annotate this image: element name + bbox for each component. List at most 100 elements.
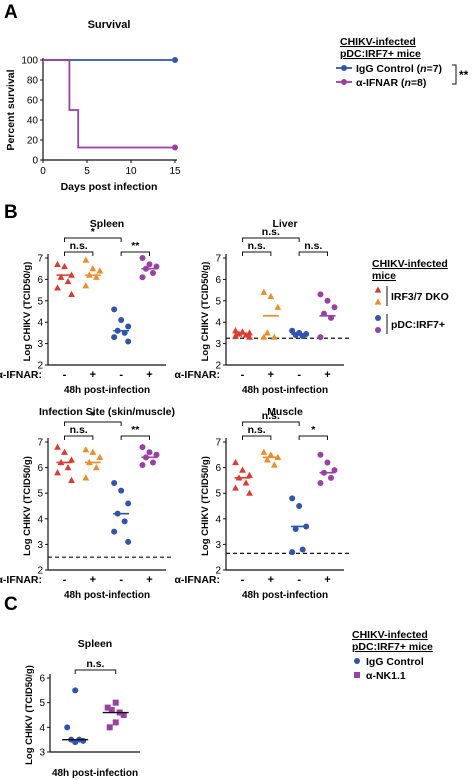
- panel-b-spleen-significance-label: *: [91, 226, 96, 238]
- panel-b-muscle-group1-point: [246, 471, 253, 478]
- panel-b-spleen-y-tick-label: 3: [37, 339, 43, 350]
- panel-c-group1-point: [72, 739, 79, 746]
- panel-c-ylabel: Log CHIKV (TCID50/g): [24, 665, 35, 765]
- panel-c-group1-point: [80, 737, 87, 744]
- panel-a-y-tick-label: 80: [27, 76, 39, 87]
- panel-b-liver-y-tick-label: 4: [215, 318, 221, 329]
- panel-a-y-tick-label: 20: [27, 136, 39, 147]
- panel-b-muscle-significance-label: n.s.: [262, 410, 280, 422]
- panel-b-spleen-group4-point: [146, 261, 153, 268]
- panel-b-muscle-x-tick-label: +: [324, 574, 330, 586]
- panel-a-legend-label-2: α-IFNAR (n=8): [356, 77, 426, 89]
- panel-b-muscle-group4-point: [324, 459, 331, 466]
- panel-a-legend: CHIKV-infected pDC:IRF7+ mice IgG Contro…: [336, 36, 469, 89]
- panel-b-spleen-group1-point: [64, 277, 72, 285]
- panel-c-legend-label-2: α-NK1.1: [366, 670, 406, 682]
- panel-b-liver-y-tick-label: 7: [215, 254, 221, 265]
- panel-b-spleen-treatment-label: α-IFNAR:: [0, 369, 42, 381]
- panel-b-liver-group2-point: [263, 329, 271, 336]
- panel-b-infection-site-ylabel: Log CHIKV (TCID50/g): [22, 456, 33, 556]
- panel-b-infection-site-group1-point: [64, 464, 72, 471]
- panel-b-liver-x-tick-label: +: [324, 369, 330, 381]
- panel-a-legend-marker-1: [341, 65, 347, 71]
- panel-b-spleen-group1-point: [54, 284, 61, 291]
- panel-b-infection-site-x-tick-label: +: [90, 574, 96, 586]
- panel-b-infection-site-treatment-label: α-IFNAR:: [0, 574, 42, 586]
- panel-b-spleen-significance-label: n.s.: [70, 240, 88, 252]
- panel-a-y-tick-label: 0: [32, 156, 38, 167]
- panel-b-infection-site-y-tick-label: 3: [37, 540, 43, 551]
- panel-b-infection-site-significance-label: n.s.: [70, 424, 88, 436]
- panel-b-muscle-group3-point: [296, 503, 303, 509]
- panel-b-muscle-y-tick-label: 2: [215, 566, 221, 577]
- panel-b-spleen-group4-point: [149, 269, 156, 276]
- panel-b-spleen-group2-point: [82, 256, 90, 263]
- panel-a-legend-marker-2: [341, 79, 347, 85]
- panel-b-liver-y-tick-label: 6: [215, 275, 221, 286]
- panel-b-muscle-y-tick-label: 3: [215, 540, 221, 551]
- panel-b-infection-site-group4-point: [146, 449, 153, 456]
- panel-a-x-tick-label: 10: [125, 166, 137, 177]
- panel-b-spleen-x-tick-label: +: [146, 369, 152, 381]
- panel-b-liver-group2-point: [270, 333, 278, 340]
- panel-a-series-line-2: [43, 59, 175, 149]
- panel-letter-c: C: [4, 594, 18, 615]
- panel-b-muscle-significance-bracket: [298, 435, 328, 440]
- panel-b-liver-group1-point: [239, 328, 246, 335]
- panel-b-spleen-group1-point: [54, 260, 61, 268]
- panel-b-spleen-y-tick-label: 4: [37, 318, 43, 329]
- panel-b-spleen-y-tick-label: 5: [37, 296, 43, 307]
- panel-b-liver-significance-label: n.s.: [304, 240, 322, 252]
- panel-b-spleen-group1-point: [57, 273, 65, 280]
- panel-b-spleen-group1-point: [61, 262, 68, 270]
- panel-b-spleen-x-tick-label: -: [63, 369, 67, 381]
- panel-c-group2-point: [106, 724, 113, 731]
- panel-b-spleen-group3-point: [111, 334, 118, 341]
- panel-b-muscle-group1-point: [232, 458, 239, 466]
- panel-b-liver-group4-point: [331, 304, 338, 311]
- panel-c-legend-marker-2: [354, 672, 360, 678]
- panel-b-spleen-title: Spleen: [90, 218, 124, 230]
- panel-b-muscle-group1-point: [239, 466, 246, 473]
- panel-b-liver-group1-point: [232, 332, 239, 339]
- panel-b-infection-site-group3-point: [125, 538, 132, 545]
- panel-b-infection-site-significance-bracket: [120, 435, 150, 440]
- panel-b-liver-group1-point: [246, 333, 253, 340]
- panel-b-spleen-group3-point: [118, 317, 125, 324]
- panel-c-y-tick-label: 6: [39, 674, 45, 685]
- panel-a-x-tick-label: 0: [40, 166, 46, 177]
- panel-a-series-endpoint-1: [172, 57, 178, 63]
- panel-b-spleen-group4-point: [139, 255, 146, 261]
- panel-b-infection-site-y-tick-label: 7: [37, 438, 43, 449]
- panel-b-infection-site-group1-point: [54, 469, 61, 476]
- panel-c-y-tick-label: 4: [39, 723, 45, 734]
- panel-b-legend-marker-treated-1: [374, 298, 382, 305]
- panel-a-title: Survival: [88, 19, 131, 31]
- panel-b-liver-x-tick-label: +: [268, 369, 274, 381]
- panel-b-muscle-group4-point: [331, 467, 338, 474]
- panel-b-spleen-group2-point: [82, 282, 90, 289]
- panel-b-infection-site-significance-bracket: [64, 435, 94, 440]
- panel-b-muscle-chart: Muscle 2 3 4 5 6 7 Log CHIKV (TCID50/g) - + - + α-IF…: [174, 406, 350, 601]
- panel-c-group2-point: [120, 712, 127, 718]
- panel-b-muscle-group2-point: [263, 456, 271, 463]
- panel-b-spleen-x-tick-label: -: [119, 369, 123, 381]
- panel-c-group2-point: [104, 704, 111, 711]
- panel-b-muscle-group3-point: [289, 549, 296, 556]
- panel-b-liver-group3-point: [289, 327, 296, 334]
- panel-b-spleen-ylabel: Log CHIKV (TCID50/g): [22, 262, 33, 362]
- panel-b-muscle-group1-point: [242, 479, 250, 486]
- panel-b-infection-site-title: Infection Site (skin/muscle): [39, 406, 175, 418]
- panel-b-spleen-group3-point: [125, 338, 132, 345]
- panel-b-liver-group2-point: [260, 333, 268, 340]
- panel-b-spleen-significance-bracket: [120, 251, 150, 256]
- panel-c-significance-label: n.s.: [86, 658, 104, 670]
- panel-b-liver-x-tick-label: -: [297, 369, 301, 381]
- panel-a-y-tick-label: 40: [27, 116, 39, 127]
- panel-b-legend-label-1: IRF3/7 DKO: [391, 291, 449, 303]
- panel-b-infection-site-significance-label: **: [131, 424, 140, 436]
- panel-b-muscle-significance-bracket: [242, 435, 272, 440]
- panel-b-muscle-y-tick-label: 4: [215, 514, 221, 525]
